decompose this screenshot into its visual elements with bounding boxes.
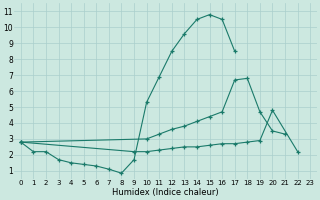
X-axis label: Humidex (Indice chaleur): Humidex (Indice chaleur): [112, 188, 219, 197]
